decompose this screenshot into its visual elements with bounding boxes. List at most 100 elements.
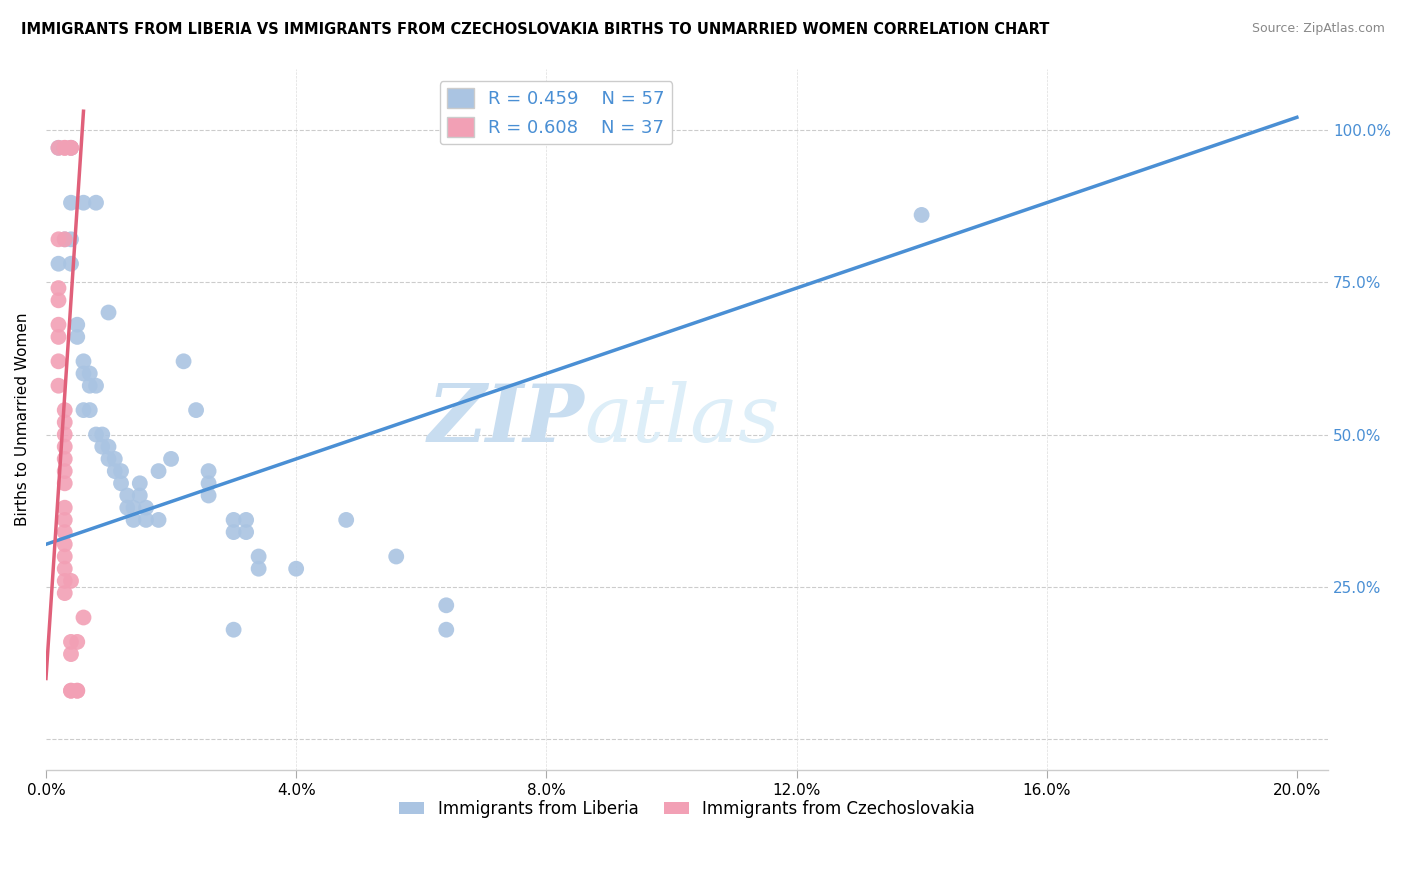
Point	[53, 141, 76, 155]
Point	[53, 427, 76, 442]
Point	[122, 513, 145, 527]
Point	[53, 232, 76, 246]
Point	[59, 683, 82, 698]
Point	[59, 141, 82, 155]
Point	[66, 330, 89, 344]
Point	[128, 476, 150, 491]
Point	[53, 574, 76, 588]
Point	[148, 464, 170, 478]
Point	[59, 195, 82, 210]
Point	[66, 683, 89, 698]
Point	[66, 318, 89, 332]
Point	[104, 464, 127, 478]
Point	[59, 647, 82, 661]
Point	[235, 513, 257, 527]
Y-axis label: Births to Unmarried Women: Births to Unmarried Women	[15, 312, 30, 526]
Point	[48, 354, 70, 368]
Point	[84, 427, 107, 442]
Point	[53, 403, 76, 417]
Point	[285, 562, 308, 576]
Point	[53, 537, 76, 551]
Point	[197, 489, 219, 503]
Point	[53, 415, 76, 429]
Point	[135, 513, 157, 527]
Point	[128, 489, 150, 503]
Point	[53, 451, 76, 466]
Text: ZIP: ZIP	[427, 381, 585, 458]
Point	[135, 500, 157, 515]
Point	[247, 562, 270, 576]
Point	[97, 305, 120, 319]
Point	[184, 403, 207, 417]
Point	[110, 464, 132, 478]
Point	[66, 683, 89, 698]
Point	[53, 476, 76, 491]
Point	[59, 683, 82, 698]
Point	[53, 549, 76, 564]
Point	[385, 549, 408, 564]
Point	[53, 525, 76, 540]
Point	[53, 141, 76, 155]
Point	[59, 635, 82, 649]
Point	[434, 599, 457, 613]
Point	[72, 367, 94, 381]
Point	[247, 549, 270, 564]
Point	[48, 318, 70, 332]
Point	[72, 403, 94, 417]
Point	[97, 440, 120, 454]
Point	[235, 525, 257, 540]
Point	[59, 141, 82, 155]
Point	[48, 378, 70, 392]
Point	[53, 513, 76, 527]
Point	[48, 330, 70, 344]
Point	[48, 293, 70, 308]
Point	[66, 635, 89, 649]
Point	[117, 500, 139, 515]
Point	[91, 427, 114, 442]
Point	[222, 525, 245, 540]
Point	[72, 195, 94, 210]
Point	[53, 440, 76, 454]
Point	[222, 623, 245, 637]
Point	[84, 378, 107, 392]
Point	[48, 141, 70, 155]
Point	[53, 464, 76, 478]
Point	[197, 476, 219, 491]
Point	[48, 257, 70, 271]
Point	[59, 232, 82, 246]
Point	[53, 232, 76, 246]
Point	[48, 232, 70, 246]
Point	[173, 354, 195, 368]
Point	[148, 513, 170, 527]
Point	[48, 281, 70, 295]
Text: Source: ZipAtlas.com: Source: ZipAtlas.com	[1251, 22, 1385, 36]
Point	[79, 403, 101, 417]
Point	[117, 489, 139, 503]
Legend: Immigrants from Liberia, Immigrants from Czechoslovakia: Immigrants from Liberia, Immigrants from…	[392, 794, 981, 825]
Point	[122, 500, 145, 515]
Point	[104, 451, 127, 466]
Point	[72, 354, 94, 368]
Point	[53, 562, 76, 576]
Point	[59, 257, 82, 271]
Point	[91, 440, 114, 454]
Point	[910, 208, 932, 222]
Point	[84, 195, 107, 210]
Text: IMMIGRANTS FROM LIBERIA VS IMMIGRANTS FROM CZECHOSLOVAKIA BIRTHS TO UNMARRIED WO: IMMIGRANTS FROM LIBERIA VS IMMIGRANTS FR…	[21, 22, 1049, 37]
Point	[79, 378, 101, 392]
Point	[97, 451, 120, 466]
Point	[59, 574, 82, 588]
Point	[110, 476, 132, 491]
Point	[59, 141, 82, 155]
Point	[197, 464, 219, 478]
Point	[53, 500, 76, 515]
Point	[79, 367, 101, 381]
Point	[160, 451, 183, 466]
Point	[335, 513, 357, 527]
Text: atlas: atlas	[585, 381, 780, 458]
Point	[434, 623, 457, 637]
Point	[53, 586, 76, 600]
Point	[222, 513, 245, 527]
Point	[72, 610, 94, 624]
Point	[48, 141, 70, 155]
